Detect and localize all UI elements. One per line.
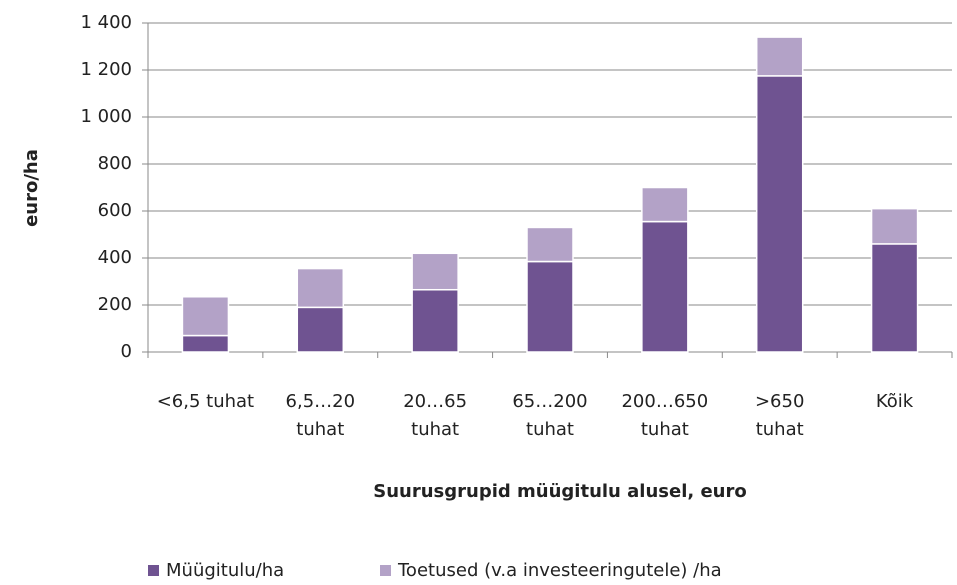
bar-segment bbox=[296, 306, 345, 353]
x-tick-label: 200…650 tuhat bbox=[621, 391, 709, 440]
bar-segment bbox=[755, 75, 804, 353]
bar-segment bbox=[641, 186, 689, 223]
bar-segment bbox=[870, 243, 919, 353]
x-axis-label: Suurusgrupid müügitulu alusel, euro bbox=[373, 481, 746, 502]
y-tick-label: 1 400 bbox=[80, 12, 132, 33]
legend-swatch bbox=[380, 565, 391, 576]
y-tick-label: 600 bbox=[98, 200, 132, 221]
y-axis-label: euro/ha bbox=[21, 149, 42, 227]
bar-segment bbox=[411, 288, 459, 353]
y-tick-label: 0 bbox=[121, 341, 132, 362]
x-tick-label: <6,5 tuhat bbox=[156, 391, 255, 412]
y-tick-label: 400 bbox=[98, 247, 132, 268]
bar-segment bbox=[526, 226, 574, 263]
x-tick-label: 65…200 tuhat bbox=[512, 391, 588, 440]
x-tick-label: 6,5…20 tuhat bbox=[285, 391, 356, 440]
bar-segment bbox=[181, 296, 230, 337]
y-tick-label: 1 000 bbox=[80, 106, 132, 127]
x-tick-label: Kõik bbox=[875, 391, 914, 412]
bar-segment bbox=[411, 252, 459, 291]
bar-segment bbox=[296, 267, 345, 309]
x-tick-label: 20…65 tuhat bbox=[403, 391, 468, 440]
y-tick-label: 1 200 bbox=[80, 59, 132, 80]
y-tick-label: 800 bbox=[98, 153, 132, 174]
x-tick-label: >650 tuhat bbox=[754, 391, 805, 440]
bar-segment bbox=[755, 36, 804, 77]
legend-label: Toetused (v.a investeeringutele) /ha bbox=[397, 560, 722, 581]
y-tick-label: 200 bbox=[98, 294, 132, 315]
legend-label: Müügitulu/ha bbox=[166, 560, 284, 581]
bar-segment bbox=[181, 334, 230, 353]
bar-segment bbox=[641, 220, 689, 353]
legend-swatch bbox=[148, 565, 159, 576]
bar-segment bbox=[526, 260, 574, 353]
bar-segment bbox=[870, 207, 919, 245]
